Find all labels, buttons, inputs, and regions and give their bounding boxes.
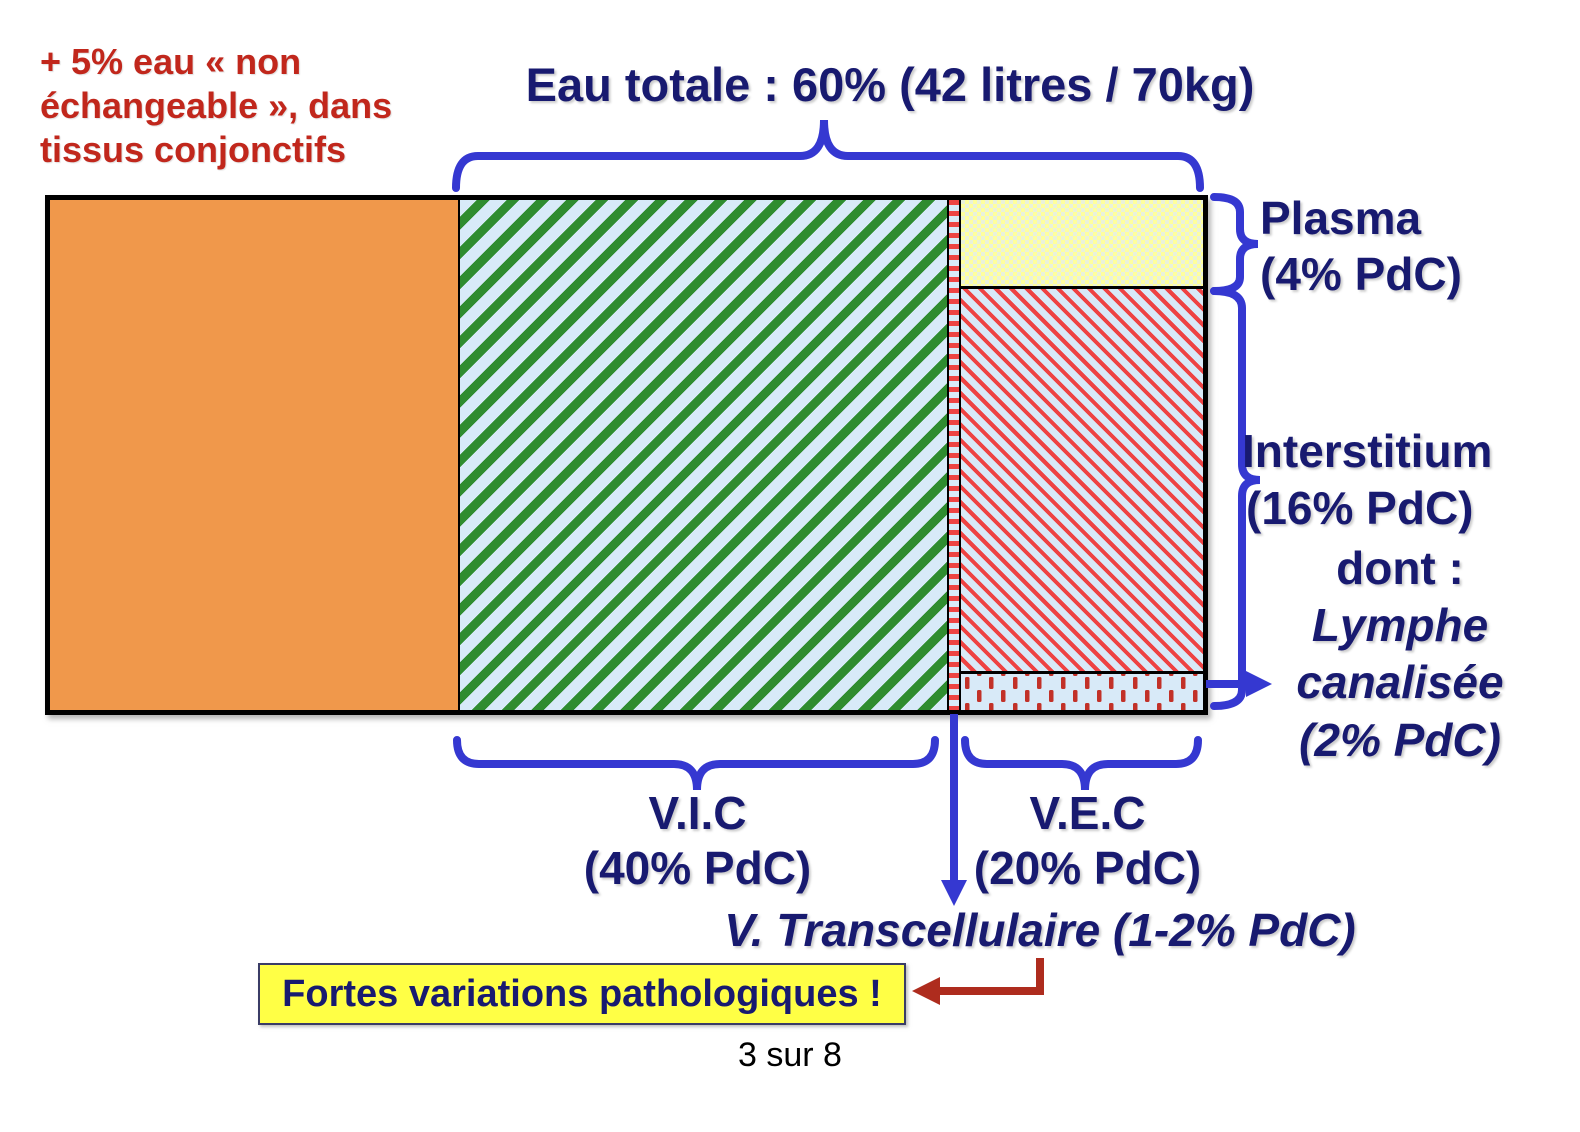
region-vec-extracellular bbox=[961, 200, 1203, 710]
region-interstitium bbox=[961, 289, 1203, 671]
vec-label: V.E.C bbox=[1029, 787, 1146, 839]
transcellular-label: V. Transcellulaire (1-2% PdC) bbox=[724, 904, 1356, 956]
region-transcellular-strip bbox=[947, 200, 961, 710]
brace-vec bbox=[961, 736, 1202, 791]
note-non-exchangeable-water: + 5% eau « non échangeable », dans tissu… bbox=[40, 41, 393, 170]
page-number: 3 sur 8 bbox=[738, 1036, 842, 1074]
lymph-dash-pattern bbox=[961, 674, 1203, 710]
warning-text: Fortes variations pathologiques ! bbox=[282, 972, 882, 1015]
interstitium-label: Interstitium bbox=[1242, 425, 1493, 477]
interstitium-percentage: (16% PdC) bbox=[1246, 482, 1474, 534]
warning-arrow-head bbox=[912, 977, 940, 1005]
lymph-percentage: (2% PdC) bbox=[1299, 714, 1501, 766]
vic-percentage: (40% PdC) bbox=[583, 842, 812, 894]
brace-total-water bbox=[452, 119, 1204, 192]
body-water-diagram bbox=[45, 195, 1208, 715]
region-vic-intracellular bbox=[458, 200, 947, 710]
title-total-water: Eau totale : 60% (42 litres / 70kg) bbox=[525, 58, 1255, 111]
plasma-label: Plasma bbox=[1260, 192, 1422, 244]
region-non-exchangeable-water bbox=[50, 200, 458, 710]
region-lymph-band bbox=[961, 671, 1203, 710]
warning-box: Fortes variations pathologiques ! bbox=[258, 963, 906, 1025]
vic-label: V.I.C bbox=[648, 787, 747, 839]
region-plasma bbox=[961, 200, 1203, 289]
plasma-percentage: (4% PdC) bbox=[1260, 248, 1462, 300]
warning-arrow-line bbox=[938, 958, 1044, 995]
dont-label: dont : bbox=[1336, 542, 1464, 594]
vec-percentage: (20% PdC) bbox=[973, 842, 1202, 894]
lymph-label-line2: canalisée bbox=[1296, 656, 1504, 708]
lymph-label-line1: Lymphe bbox=[1311, 599, 1489, 651]
brace-vic bbox=[453, 736, 939, 791]
brace-plasma bbox=[1210, 193, 1259, 295]
